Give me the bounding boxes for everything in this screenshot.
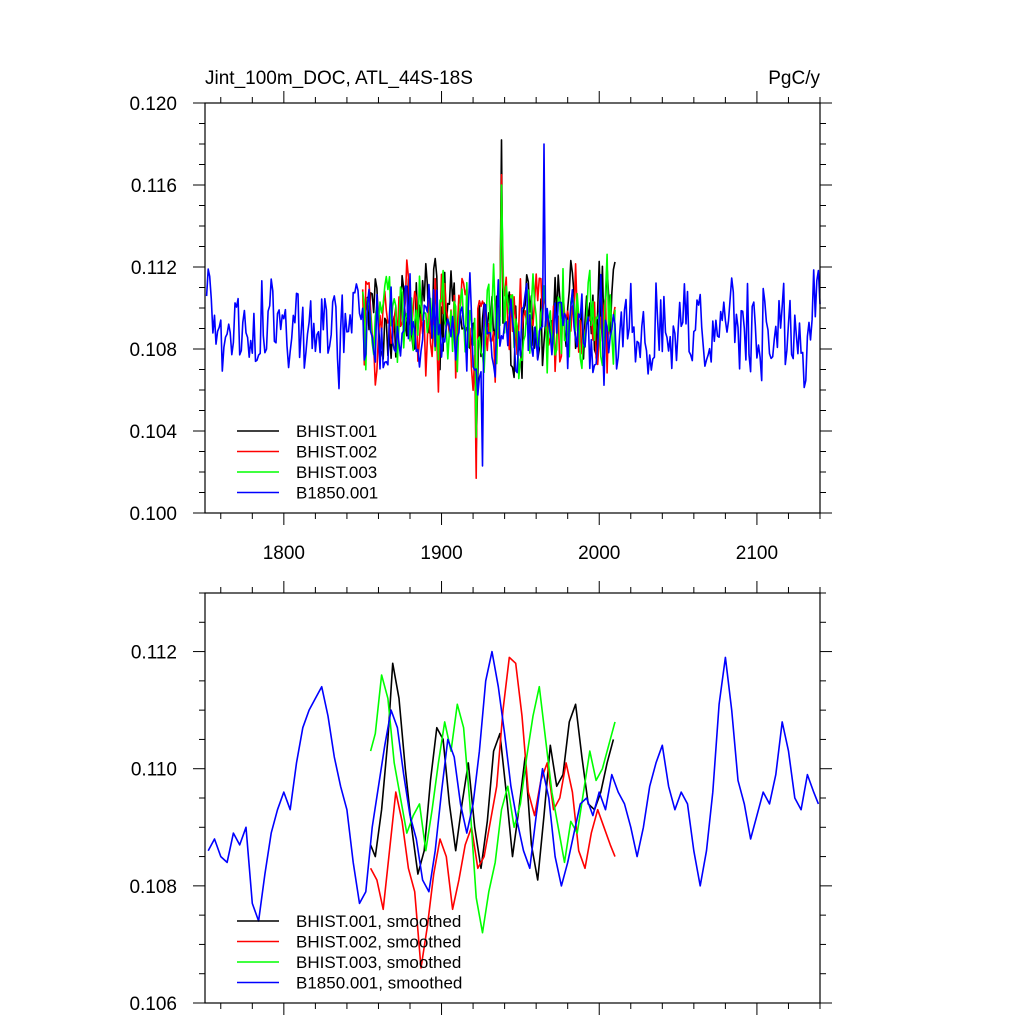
panel-bottom: 0.106 0.108 0.110 0.112 BHIST.001, smoothed… [129,581,832,1015]
x-tick-label: 2100 [736,543,778,564]
x-tick-label: 2000 [578,543,620,564]
legend-label: B1850.001, smoothed [296,974,462,993]
series-line-bhist-003 [369,674,616,934]
top-series-group [205,139,821,479]
legend-label: BHIST.002, smoothed [296,933,461,952]
series-line-bhist-001 [369,662,615,881]
y-tick-label: 0.108 [129,340,177,361]
y-tick-label: 0.108 [129,877,177,898]
y-tick-label: 0.112 [131,258,177,279]
legend-label: BHIST.003, smoothed [296,953,461,972]
legend-label: BHIST.003 [296,463,377,482]
top-axes: 0.100 0.104 0.108 0.112 0.116 0.120 1800 1900 20… [129,91,832,564]
x-tick-label: 1800 [263,543,305,564]
y-tick-label: 0.106 [129,994,177,1015]
series-line-bhist-002 [369,656,616,969]
y-tick-label: 0.100 [129,504,177,525]
y-tick-label: 0.104 [129,422,177,443]
y-tick-label: 0.110 [131,760,177,781]
series-line-b1850-001 [207,650,820,922]
x-tick-label: 1900 [420,543,462,564]
legend-label: BHIST.002 [296,443,377,462]
chart-units: PgC/y [768,68,820,89]
y-tick-label: 0.116 [131,176,177,197]
series-line-b1850-001 [205,143,821,467]
legend-label: BHIST.001, smoothed [296,912,461,931]
chart-title: Jint_100m_DOC, ATL_44S-18S [205,68,473,89]
y-tick-label: 0.120 [129,94,177,115]
panel-top: Jint_100m_DOC, ATL_44S-18S PgC/y 0.1000.… [129,68,832,564]
bottom-axes: 0.106 0.108 0.110 0.112 [129,581,832,1015]
y-tick-label: 0.112 [131,643,177,664]
series-line-bhist-002 [361,173,616,479]
legend-label: B1850.001 [296,484,378,503]
bottom-legend: BHIST.001, smoothed BHIST.002, smoothedBH… [237,912,462,993]
bottom-series-group [207,650,820,969]
legend-label: BHIST.001 [296,422,377,441]
